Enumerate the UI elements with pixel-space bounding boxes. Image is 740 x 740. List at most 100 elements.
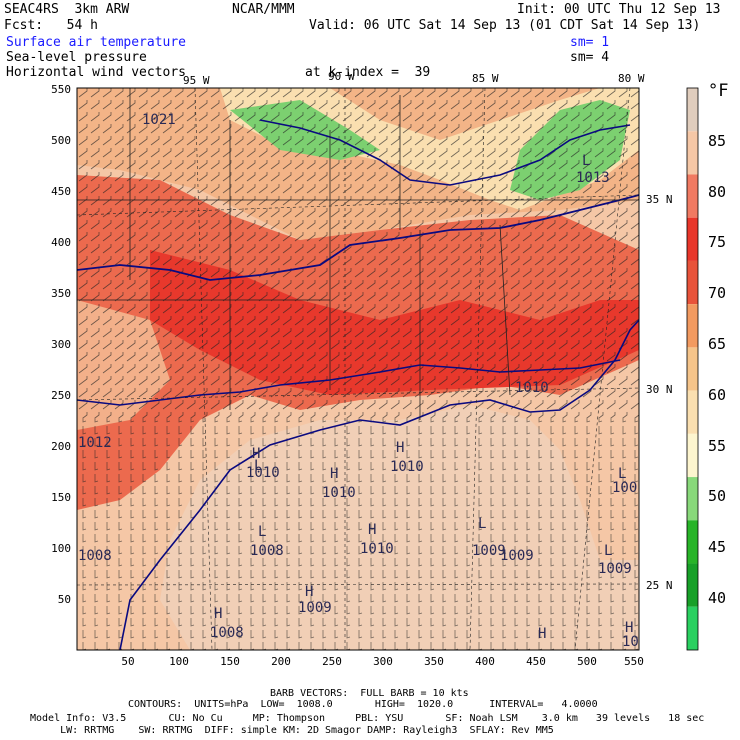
k-index: at k-index = 39 [305,65,431,80]
pressure-label: 1008 [78,548,112,564]
colorbar-label: 80 [708,183,726,201]
colorbar-label: 65 [708,335,726,353]
x-tick: 400 [475,655,495,668]
colorbar-swatch [687,217,698,261]
colorbar-swatch [687,260,698,305]
y-tick: 200 [51,440,71,453]
latitude-labels: 35 N 30 N 25 N [646,193,673,592]
coastline [119,319,639,650]
colorbar-swatch [687,304,698,348]
colorbar-label: 60 [708,386,726,404]
x-tick: 350 [424,655,444,668]
river-red [77,194,639,281]
forecast-hour: Fcst: 54 h [4,18,98,33]
hl-mark: H [252,446,260,462]
lat-label: 30 N [646,383,673,396]
y-tick: 550 [51,83,71,96]
state-borders [77,88,639,420]
model-title: SEAC4RS 3km ARW [4,2,130,17]
x-tick: 200 [271,655,291,668]
hl-mark: H [305,584,313,600]
model-info: Model Info: V3.5 CU: No Cu MP: Thompson … [30,713,705,724]
colorbar-swatch [687,131,698,175]
colorbar-swatch [687,174,698,218]
colorbar-swatch [687,347,698,391]
x-tick: 450 [526,655,546,668]
graticule [77,88,639,650]
barb-legend: BARB VECTORS: FULL BARB = 10 kts [270,688,469,699]
y-tick: 400 [51,236,71,249]
map-frame [76,87,640,651]
y-tick: 300 [51,338,71,351]
lon-label: 80 W [618,72,645,85]
x-tick: 250 [322,655,342,668]
hl-mark: L [604,543,612,559]
x-axis-ticks: 50 100 150 200 250 300 350 400 450 500 5… [121,655,644,668]
pressure-label: 1009 [472,543,506,559]
hl-mark: H [330,466,338,482]
high-low-marks: L H H L H L H L H H L L H H [214,153,633,642]
pressure-label: 1013 [576,170,610,186]
hl-mark: H [625,620,633,636]
pressure-label: 1010 [322,485,356,501]
y-axis-ticks: 550 500 450 400 350 300 250 200 150 100 … [51,83,71,606]
x-tick: 50 [121,655,134,668]
colorbar-label: 40 [708,589,726,607]
longitude-labels: 95 W 90 W 85 W 80 W [183,70,645,87]
hl-mark: H [538,626,546,642]
sm-1: sm= 1 [570,35,610,50]
sm-4: sm= 4 [570,50,610,65]
y-tick: 100 [51,542,71,555]
y-tick: 50 [58,593,71,606]
pressure-label: 1009 [298,600,332,616]
field-temperature: Surface air temperature [6,35,187,50]
lon-label: 85 W [472,72,499,85]
pressure-label: 10 [622,634,639,650]
map-plot [77,88,639,650]
colorbar-swatch [687,477,698,521]
field-wind: Horizontal wind vectors [6,65,187,80]
contour-info: CONTOURS: UNITS=hPa LOW= 1008.0 HIGH= 10… [128,699,598,710]
field-pressure: Sea-level pressure [6,50,147,65]
y-tick: 450 [51,185,71,198]
colorbar-label: 55 [708,437,726,455]
x-tick: 300 [373,655,393,668]
colorbar-swatch [687,88,698,132]
hl-mark: H [214,606,222,622]
hl-mark: L [582,153,590,169]
y-tick: 350 [51,287,71,300]
pressure-label: 1010 [246,465,280,481]
wind-barbs-gulf [77,418,639,650]
x-tick: 500 [577,655,597,668]
lon-label: 95 W [183,74,210,87]
pressure-label: 1012 [78,435,112,451]
hl-mark: L [478,516,486,532]
hl-mark: H [368,522,376,538]
pressure-label: 1009 [500,548,534,564]
colorbar-swatch [687,606,698,650]
physics-info: LW: RRTMG SW: RRTMG DIFF: simple KM: 2D … [30,725,554,736]
pressure-label: 1010 [360,541,394,557]
colorbar-swatch [687,433,698,478]
river-arkansas [77,359,621,406]
y-tick: 250 [51,389,71,402]
pressure-label: 100 [612,480,637,496]
pressure-label: 1008 [210,625,244,641]
wind-barbs-upper [77,88,639,418]
colorbar-label: 45 [708,538,726,556]
pressure-label: 1021 [142,112,176,128]
colorbar-label: 85 [708,132,726,150]
colorbar-swatch [687,390,698,434]
pressure-label: 1010 [515,380,549,396]
pressure-label: 1008 [250,543,284,559]
river-ohio [259,119,631,186]
pressure-label: 1009 [598,561,632,577]
pressure-labels: 1021 1013 1012 1010 1010 1010 1010 1008 … [78,112,639,650]
x-tick: 150 [220,655,240,668]
valid-time: Valid: 06 UTC Sat 14 Sep 13 (01 CDT Sat … [309,18,701,33]
colorbar-label: 75 [708,233,726,251]
colorbar-label: 50 [708,487,726,505]
colorbar-swatch [687,520,698,564]
colorbar-swatch [687,563,698,607]
lon-label: 90 W [328,70,355,83]
